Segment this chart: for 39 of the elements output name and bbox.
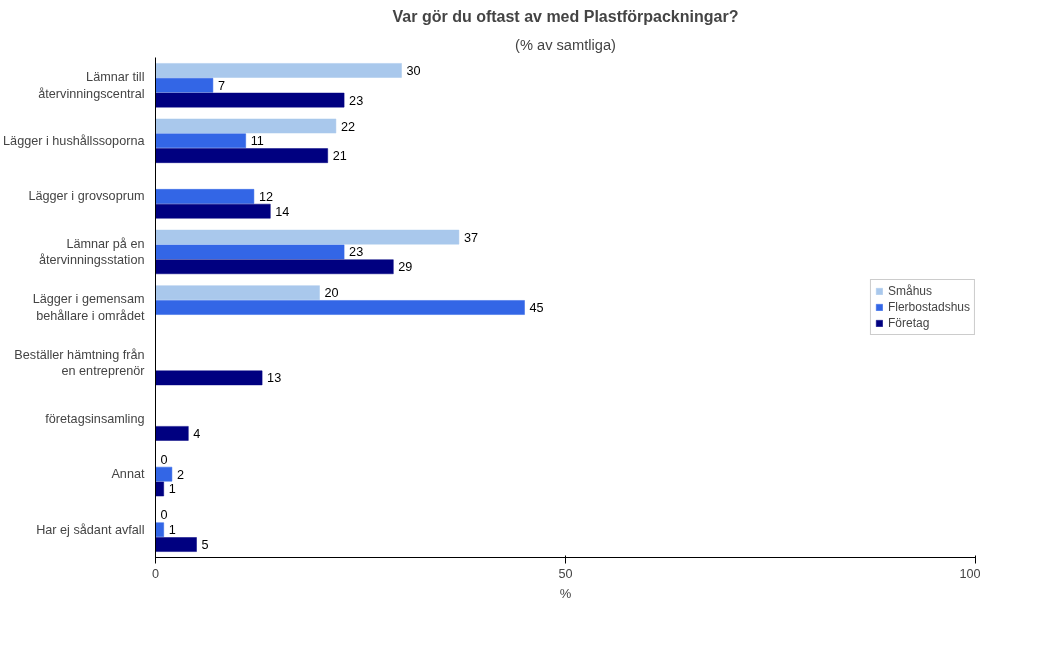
data-label: 14 [275, 204, 290, 219]
chart-subtitle: (% av samtliga) [515, 36, 616, 53]
data-label: 21 [332, 149, 347, 164]
y-tick-label: Lämnar till återvinningscentral [38, 69, 145, 101]
x-axis-title: % [559, 585, 572, 601]
data-label: 11 [250, 134, 264, 149]
data-label: 0 [160, 452, 168, 467]
y-tick-label: företagsinsamling [45, 411, 145, 426]
y-tick-label: Lägger i grovsoprum [28, 189, 145, 204]
data-label: 13 [267, 371, 282, 386]
data-label: 20 [324, 286, 339, 301]
data-label: 1 [168, 523, 176, 538]
x-tick-label: 100 [959, 566, 981, 581]
data-label: 29 [398, 260, 413, 275]
data-label: 12 [258, 189, 273, 204]
data-label: 22 [340, 119, 355, 134]
data-label: 2 [176, 467, 184, 482]
data-label: 5 [201, 538, 209, 553]
legend-label: Småhus [887, 284, 932, 298]
y-tick-label: Beställer hämtning från en entreprenör [14, 347, 145, 379]
data-label: 1 [168, 482, 176, 497]
x-tick-label: 50 [558, 566, 573, 581]
y-tick-label: Lägger i gemensam behållare i området [32, 292, 145, 323]
data-label: 23 [349, 93, 364, 108]
chart-title: Var gör du oftast av med Plastförpackningar? [392, 7, 739, 25]
y-tick-label: Lägger i hushållssoporna [3, 133, 146, 148]
data-label: 37 [463, 230, 478, 245]
data-label: 7 [217, 78, 225, 93]
y-tick-label: Lämnar på en återvinningsstation [38, 236, 145, 268]
data-label: 23 [349, 245, 364, 260]
legend-label: Flerbostadshus [887, 300, 970, 314]
data-label: 4 [193, 426, 201, 441]
x-tick-label: 0 [151, 566, 160, 581]
y-tick-label: Annat [111, 467, 145, 482]
data-label: 45 [529, 301, 544, 315]
legend-label: Företag [887, 316, 930, 330]
data-label: 30 [406, 63, 421, 78]
data-label: 0 [160, 508, 168, 523]
y-tick-label: Har ej sådant avfall [36, 522, 145, 537]
